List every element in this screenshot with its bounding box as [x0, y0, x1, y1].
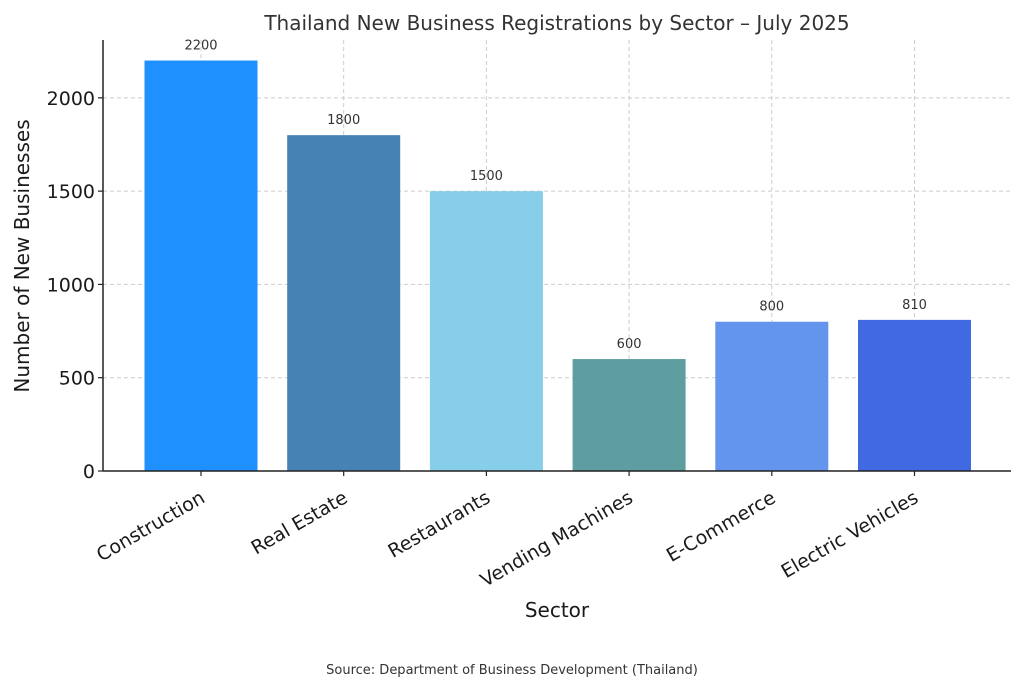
- y-tick-label: 2000: [47, 88, 95, 110]
- x-axis-label: Sector: [525, 598, 590, 622]
- x-tick-label: Vending Machines: [477, 487, 637, 592]
- data-label: 1800: [327, 113, 360, 128]
- y-tick-label: 500: [59, 368, 95, 390]
- data-label: 600: [617, 337, 642, 352]
- x-tick-label: Restaurants: [384, 487, 494, 563]
- bar-real-estate: [287, 135, 401, 472]
- bars: [144, 60, 971, 472]
- y-axis-label: Number of New Businesses: [10, 119, 34, 392]
- data-label: 2200: [184, 39, 217, 54]
- source-note: Source: Department of Business Developme…: [326, 663, 698, 678]
- data-label: 800: [759, 300, 784, 315]
- y-tick-label: 1000: [47, 274, 95, 296]
- axes: [98, 40, 1011, 476]
- bar-restaurants: [429, 191, 543, 471]
- y-tick-label: 0: [83, 461, 95, 483]
- data-label: 810: [902, 298, 927, 313]
- x-tick-labels: Construction Real Estate RestaurantsVendin…: [93, 487, 922, 592]
- x-tick-label: Real Estate: [248, 487, 352, 560]
- data-labels: 2200 1800 1500 600 800 810: [184, 39, 926, 353]
- data-label: 1500: [470, 169, 503, 184]
- y-tick-labels: 0 500 1000 1500 2000: [47, 88, 95, 483]
- bar-construction: [144, 60, 258, 472]
- x-tick-label: Electric Vehicles: [778, 487, 923, 583]
- x-tick-label: Construction: [93, 487, 209, 567]
- y-tick-label: 1500: [47, 181, 95, 203]
- x-tick-label: E-Commerce: [663, 487, 780, 567]
- chart-title: Thailand New Business Registrations by S…: [263, 11, 849, 35]
- bar-e-commerce: [715, 321, 829, 471]
- bar-vending-machines: [572, 359, 686, 471]
- bar-electric-vehicles: [858, 319, 971, 471]
